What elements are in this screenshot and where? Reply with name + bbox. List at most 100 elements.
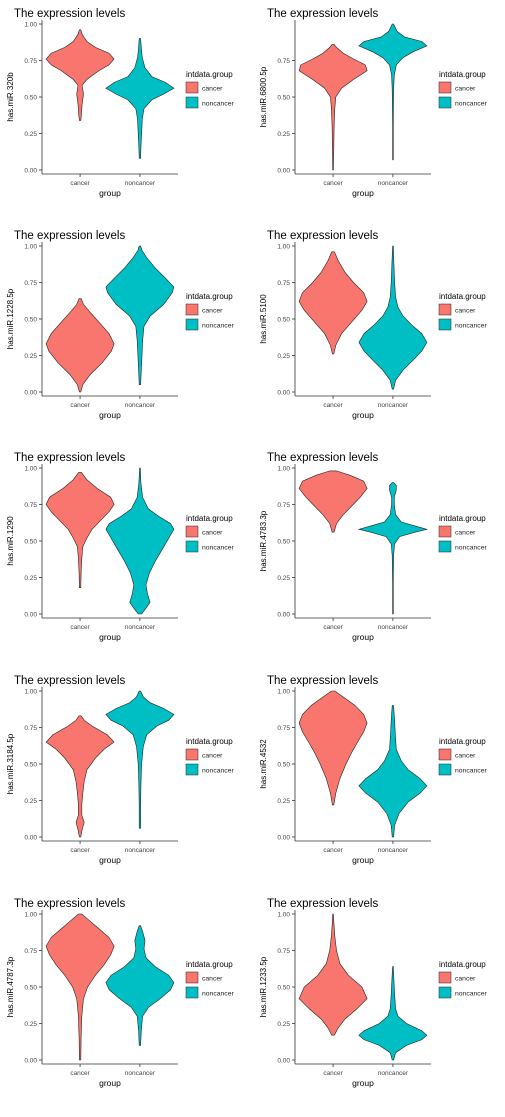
y-tick-label: 0.75 [277,58,290,65]
chart-title: The expression levels [267,230,378,242]
legend-key-cancer [185,303,199,316]
y-tick-label: 0.50 [277,985,290,992]
legend-label-noncancer: noncancer [455,991,487,998]
violin-noncancer [105,925,175,1046]
y-tick-label: 0.50 [24,95,37,102]
legend-label-noncancer: noncancer [202,991,234,998]
y-tick-label: 0.25 [24,575,37,582]
legend-label-noncancer: noncancer [202,768,234,775]
legend-key-noncancer [185,318,199,331]
y-tick-label: 0.25 [277,798,290,805]
violin-noncancer [105,467,175,615]
y-tick-label: 1.00 [24,912,37,919]
legend-key-cancer [185,525,199,538]
chart-title: The expression levels [14,8,125,20]
violin-panel-7: The expression levels 0.00 0.25 0.50 0.75 1.0… [0,667,252,889]
violin-cancer [45,913,115,1061]
legend-label-cancer: cancer [202,308,223,315]
legend-label-noncancer: noncancer [455,101,487,108]
y-axis-label: has.miR.4783.3p [259,510,268,571]
legend-key-noncancer [438,986,452,999]
y-tick-label: 0.75 [24,948,37,955]
violin-chart-10: The expression levels 0.00 0.25 0.50 0.75 1.0… [259,898,487,1088]
violin-noncancer [358,23,428,161]
violin-panel-1: The expression levels 0.00 0.25 0.50 0.75 1.0… [0,0,252,222]
violin-panel-5: The expression levels 0.00 0.25 0.50 0.75 1.0… [0,444,252,666]
x-axis-label: group [99,188,121,198]
legend-label-noncancer: noncancer [202,545,234,552]
violin-chart-1: The expression levels 0.00 0.25 0.50 0.75 1.0… [6,8,234,198]
x-axis-label: group [352,1078,374,1088]
legend-title: intdata.group [439,292,486,301]
legend-title: intdata.group [186,292,233,301]
violin-panel-6: The expression levels 0.00 0.25 0.50 0.75 1.0… [253,444,505,666]
chart-title: The expression levels [267,675,378,687]
x-tick-label: noncancer [125,402,156,409]
violin-chart-9: The expression levels 0.00 0.25 0.50 0.75 1.0… [6,898,234,1088]
legend-title: intdata.group [439,514,486,523]
y-tick-label: 0.00 [24,390,37,397]
y-tick-label: 1.00 [277,689,290,696]
y-tick-label: 0.00 [24,612,37,619]
legend-key-noncancer [438,763,452,776]
y-axis-label: has.miR.5100 [259,294,268,344]
violin-cancer [298,913,368,1036]
legend-label-noncancer: noncancer [202,101,234,108]
x-tick-label: noncancer [125,624,156,631]
chart-title: The expression levels [267,898,378,910]
x-tick-label: cancer [323,624,343,631]
legend-key-noncancer [185,96,199,109]
x-tick-label: cancer [323,402,343,409]
violin-cancer [298,690,368,806]
violin-cancer [45,298,115,393]
violin-panel-2: The expression levels 0.00 0.25 0.50 0.75 can… [253,0,505,222]
x-axis-label: group [352,632,374,642]
legend-key-noncancer [438,96,452,109]
violin-cancer [298,251,368,355]
legend-title: intdata.group [186,960,233,969]
y-axis-label: has.miR.320b [6,72,15,122]
y-tick-label: 0.25 [24,1021,37,1028]
y-tick-label: 0.00 [24,835,37,842]
y-axis-label: has.miR.1290 [6,516,15,566]
y-tick-label: 0.00 [277,390,290,397]
y-tick-label: 1.00 [24,22,37,29]
legend-title: intdata.group [186,514,233,523]
violin-noncancer [357,482,429,615]
x-tick-label: cancer [70,402,90,409]
x-axis-label: group [352,410,374,420]
x-axis-label: group [99,1078,121,1088]
y-axis-label: has.miR.1228.5p [6,288,15,349]
x-tick-label: cancer [70,180,90,187]
y-tick-label: 0.75 [277,948,290,955]
legend-label-cancer: cancer [455,86,476,93]
legend-label-noncancer: noncancer [455,323,487,330]
x-tick-label: cancer [70,624,90,631]
legend-key-cancer [438,748,452,761]
chart-title: The expression levels [267,452,378,464]
legend-label-cancer: cancer [202,753,223,760]
violin-chart-8: The expression levels 0.00 0.25 0.50 0.75 1.0… [259,675,487,865]
x-axis-label: group [352,188,374,198]
y-tick-label: 0.50 [24,539,37,546]
x-tick-label: noncancer [378,180,409,187]
legend-key-noncancer [185,540,199,553]
chart-title: The expression levels [14,675,125,687]
y-tick-label: 0.50 [277,317,290,324]
y-tick-label: 0.00 [277,612,290,619]
legend-label-noncancer: noncancer [455,545,487,552]
chart-title: The expression levels [267,8,378,20]
y-tick-label: 0.50 [277,762,290,769]
legend-label-cancer: cancer [202,86,223,93]
legend-title: intdata.group [439,737,486,746]
y-tick-label: 1.00 [24,244,37,251]
violin-noncancer [105,245,175,385]
legend-key-cancer [438,971,452,984]
violin-panel-8: The expression levels 0.00 0.25 0.50 0.75 1.0… [253,667,505,889]
legend-label-cancer: cancer [202,976,223,983]
x-tick-label: cancer [323,1070,343,1077]
y-tick-label: 0.25 [24,353,37,360]
x-tick-label: noncancer [378,1070,409,1077]
y-tick-label: 1.00 [277,466,290,473]
violin-panel-3: The expression levels 0.00 0.25 0.50 0.75 1.0… [0,222,252,444]
